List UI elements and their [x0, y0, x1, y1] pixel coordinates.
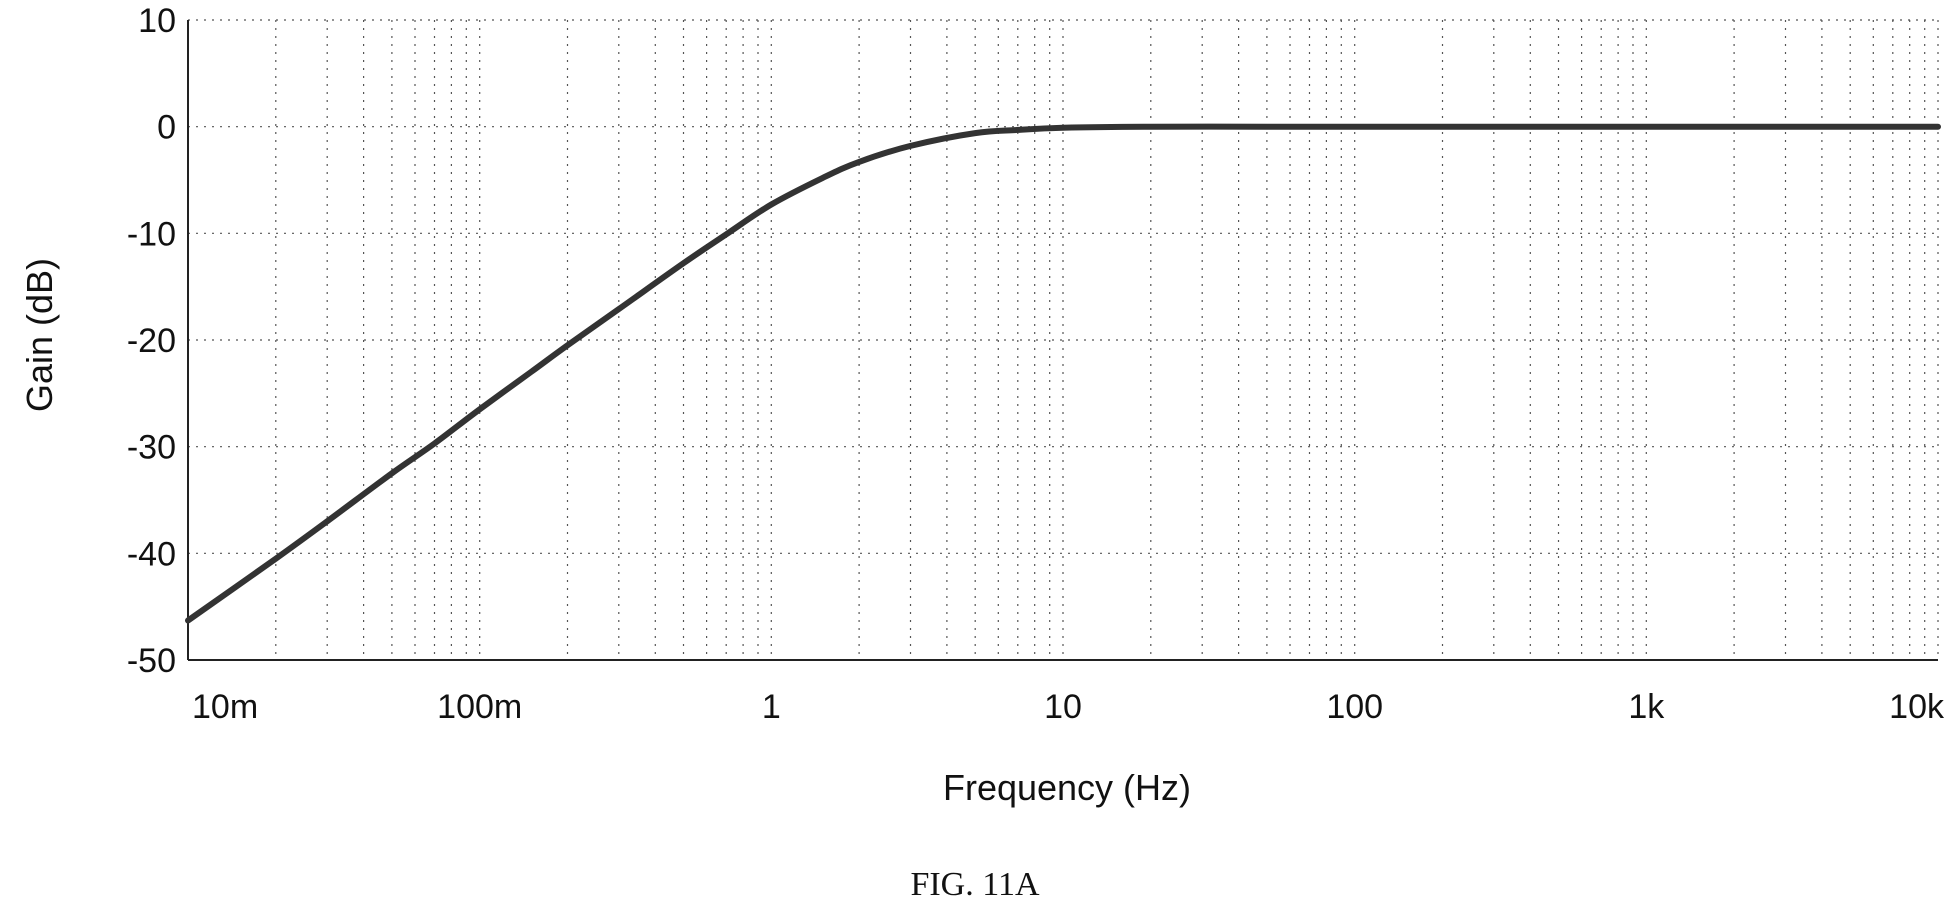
series-layer	[185, 123, 1941, 624]
x-tick-labels: 10m 100m 1 10 100 1k 10k	[192, 688, 1945, 726]
y-tick-label: -40	[127, 535, 176, 573]
y-tick-label: 0	[157, 109, 176, 147]
x-tick-label: 1	[762, 688, 781, 726]
x-tick-label: 100	[1326, 688, 1383, 726]
y-tick-label: -30	[127, 429, 176, 467]
y-tick-labels: 10 0 -10 -20 -30 -40 -50	[127, 2, 176, 680]
x-axis-title: Frequency (Hz)	[943, 767, 1191, 808]
grid	[187, 19, 1939, 661]
x-tick-label: 1k	[1628, 688, 1665, 726]
y-tick-label: -50	[127, 642, 176, 680]
figure-caption: FIG. 11A	[910, 866, 1040, 903]
y-tick-label: -20	[127, 322, 176, 360]
y-axis-title: Gain (dB)	[19, 258, 60, 412]
x-tick-label: 10m	[192, 688, 258, 726]
x-tick-label: 100m	[437, 688, 522, 726]
gain-series-line	[185, 123, 1941, 624]
x-tick-label: 10	[1044, 688, 1082, 726]
y-tick-label: 10	[138, 2, 176, 40]
x-tick-label: 10k	[1889, 688, 1945, 726]
y-tick-label: -10	[127, 215, 176, 253]
plot-frame	[187, 20, 1938, 661]
